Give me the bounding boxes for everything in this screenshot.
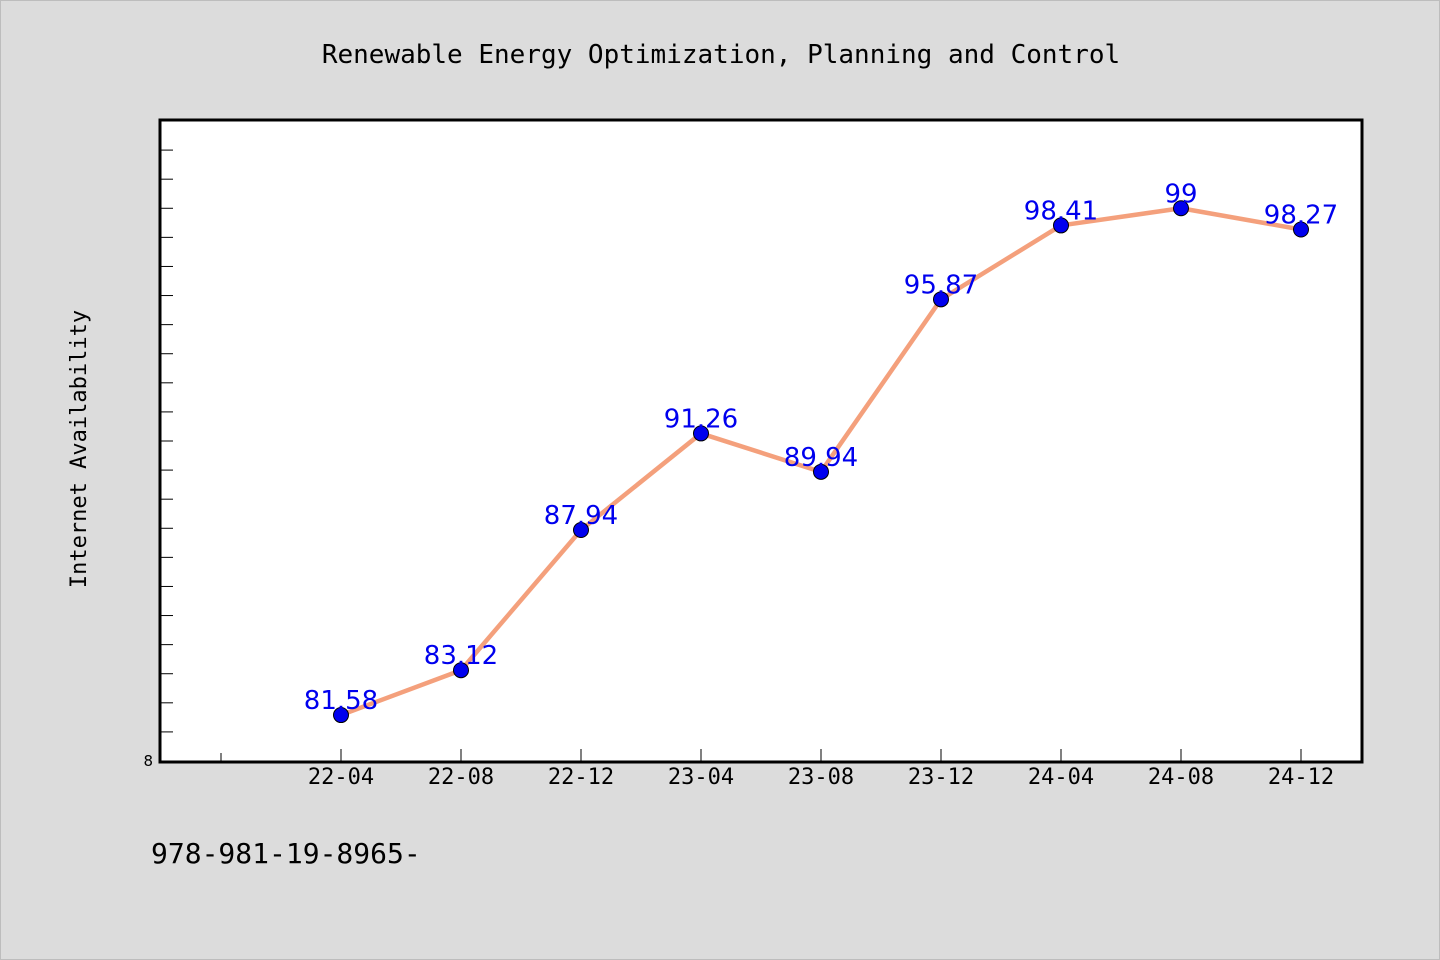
data-label: 98.27 [1264,201,1338,231]
data-point-marker [1173,200,1189,217]
data-point-marker [1293,221,1309,238]
series-layer: 81.58 83.12 87.94 91.26 89.94 95.87 98.41 99 98.… [304,179,1338,724]
x-tick-label: 23-12 [908,765,974,790]
x-tick-label: 22-08 [428,765,494,790]
footer-isbn-text: 978-981-19-8965- [151,837,421,870]
data-label: 87.94 [544,501,618,531]
data-label: 99 [1164,179,1197,209]
y-tick-label: 8 [143,752,153,770]
data-label: 81.58 [304,686,378,716]
data-label: 98.41 [1024,196,1098,226]
plot-area [158,118,1364,764]
data-label: 89.94 [784,443,858,473]
x-tick-label: 24-12 [1268,765,1334,790]
data-point-marker [453,662,469,679]
x-tick-label: 22-04 [308,765,374,790]
y-axis-label: Internet Availability [67,310,92,588]
x-tick-label: 24-08 [1148,765,1214,790]
x-tick-label: 22-12 [548,765,614,790]
x-axis-ticks: 22-04 22-08 22-12 23-04 23-08 23-12 24-04 24-08… [220,749,1334,790]
x-tick-label: 24-04 [1028,765,1094,790]
data-label: 83.12 [424,641,498,671]
data-point-marker [933,291,949,308]
chart-title: Renewable Energy Optimization, Planning … [322,40,1120,70]
data-point-marker [813,463,829,480]
x-tick-label: 23-04 [668,765,734,790]
data-point-marker [693,425,709,442]
data-label: 91.26 [664,404,738,434]
y-axis-ticks: 8 [143,149,173,770]
x-tick-label: 23-08 [788,765,854,790]
data-point-marker [333,707,349,724]
data-label: 95.87 [904,270,978,300]
data-point-marker [1053,217,1069,234]
data-point-marker [573,522,589,539]
